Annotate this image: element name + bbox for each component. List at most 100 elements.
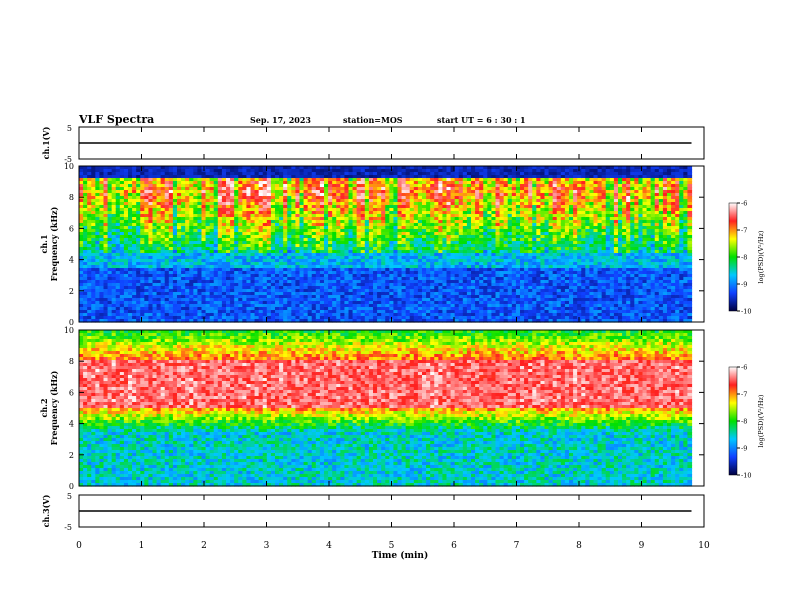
- spectrogram-cell: [360, 181, 366, 185]
- spectrogram-cell: [128, 172, 133, 176]
- spectrogram-cell: [172, 211, 178, 215]
- spectrogram-cell: [307, 316, 313, 320]
- spectrogram-cell: [144, 193, 150, 197]
- spectrogram-cell: [328, 184, 333, 188]
- spectrogram-cell: [238, 232, 243, 236]
- spectrogram-cell: [128, 232, 133, 236]
- spectrogram-cell: [315, 208, 321, 212]
- spectrogram-cell: [262, 187, 268, 191]
- spectrogram-cell: [315, 319, 321, 323]
- spectrogram-cell: [381, 223, 386, 227]
- spectrogram-cell: [250, 178, 256, 182]
- spectrogram-cell: [246, 295, 252, 299]
- spectrogram-cell: [217, 244, 223, 248]
- spectrogram-cell: [160, 256, 166, 260]
- spectrogram-cell: [221, 262, 227, 266]
- spectrogram-cell: [373, 214, 378, 218]
- spectrogram-cell: [168, 220, 174, 224]
- spectrogram-cell: [132, 265, 137, 269]
- spectrogram-cell: [279, 169, 284, 173]
- spectrogram-cell: [226, 292, 231, 296]
- spectrogram-cell: [213, 229, 219, 233]
- spectrogram-cell: [348, 289, 354, 293]
- spectrogram-cell: [287, 223, 292, 227]
- spectrogram-cell: [319, 178, 325, 182]
- spectrogram-cell: [389, 226, 395, 230]
- spectrogram-cell: [99, 304, 105, 308]
- spectrogram-cell: [209, 277, 215, 281]
- spectrogram-cell: [140, 235, 145, 239]
- spectrogram-cell: [266, 298, 272, 302]
- spectrogram-cell: [213, 310, 219, 314]
- spectrogram-cell: [344, 211, 350, 215]
- spectrogram-cell: [209, 196, 215, 200]
- spectrogram-cell: [315, 265, 321, 269]
- spectrogram-cell: [168, 175, 174, 179]
- spectrogram-cell: [307, 214, 313, 218]
- spectrogram-cell: [132, 310, 137, 314]
- spectrogram-cell: [377, 205, 382, 209]
- spectrogram-cell: [275, 313, 280, 317]
- spectrogram-cell: [172, 250, 178, 254]
- spectrogram-cell: [213, 319, 219, 323]
- spectrogram-cell: [344, 295, 350, 299]
- spectrogram-cell: [254, 265, 260, 269]
- spectrogram-cell: [168, 265, 174, 269]
- spectrogram-cell: [319, 313, 325, 317]
- spectrogram-cell: [115, 178, 121, 182]
- spectrogram-cell: [279, 175, 284, 179]
- spectrogram-cell: [385, 244, 390, 248]
- spectrogram-cell: [209, 211, 215, 215]
- spectrogram-cell: [99, 211, 105, 215]
- spectrogram-cell: [299, 178, 305, 182]
- spectrogram-cell: [181, 256, 186, 260]
- spectrogram-cell: [332, 181, 337, 185]
- spectrogram-cell: [250, 244, 256, 248]
- spectrogram-cell: [275, 247, 280, 251]
- spectrogram-cell: [111, 295, 117, 299]
- spectrogram-cell: [115, 316, 121, 320]
- spectrogram-cell: [303, 193, 309, 197]
- spectrogram-cell: [83, 214, 88, 218]
- spectrogram-cell: [307, 172, 313, 176]
- spectrogram-cell: [279, 247, 284, 251]
- spectrogram-cell: [160, 307, 166, 311]
- spectrogram-cell: [189, 253, 194, 257]
- spectrogram-cell: [168, 286, 174, 290]
- spectrogram-cell: [91, 268, 96, 272]
- spectrogram-cell: [360, 166, 366, 170]
- spectrogram-cell: [156, 286, 162, 290]
- spectrogram-cell: [87, 313, 92, 317]
- spectrogram-cell: [107, 271, 113, 275]
- spectrogram-cell: [205, 181, 211, 185]
- spectrogram-cell: [197, 187, 203, 191]
- spectrogram-cell: [295, 208, 301, 212]
- spectrogram-cell: [324, 274, 329, 278]
- spectrogram-cell: [177, 202, 182, 206]
- spectrogram-cell: [385, 301, 390, 305]
- spectrogram-cell: [385, 208, 390, 212]
- spectrogram-cell: [115, 304, 121, 308]
- spectrogram-cell: [128, 292, 133, 296]
- spectrogram-cell: [234, 319, 239, 323]
- spectrogram-cell: [209, 172, 215, 176]
- spectrogram-cell: [205, 187, 211, 191]
- spectrogram-cell: [197, 253, 203, 257]
- spectrogram-cell: [389, 301, 395, 305]
- spectrogram-cell: [364, 310, 370, 314]
- spectrogram-cell: [119, 232, 125, 236]
- spectrogram-cell: [144, 178, 150, 182]
- spectrogram-cell: [295, 175, 301, 179]
- spectrogram-cell: [336, 235, 341, 239]
- spectrogram-cell: [123, 169, 129, 173]
- spectrogram-cell: [287, 271, 292, 275]
- spectrogram-cell: [328, 190, 333, 194]
- spectrogram-cell: [295, 241, 301, 245]
- spectrogram-cell: [246, 301, 252, 305]
- spectrogram-cell: [156, 214, 162, 218]
- spectrogram-cell: [201, 286, 207, 290]
- spectrogram-cell: [205, 262, 211, 266]
- spectrogram-cell: [270, 217, 276, 221]
- spectrogram-cell: [119, 268, 125, 272]
- spectrogram-cell: [234, 271, 239, 275]
